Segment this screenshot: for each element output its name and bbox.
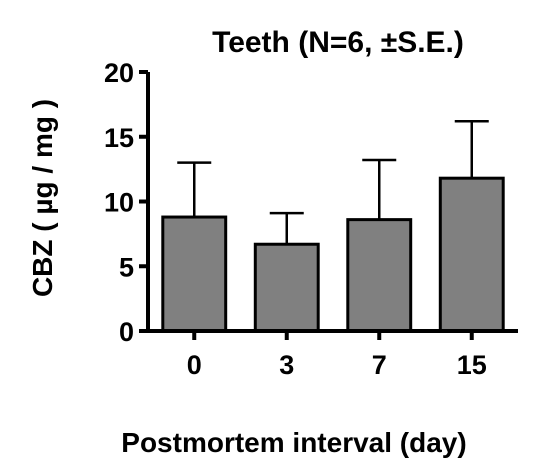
y-tick-label: 10: [104, 188, 134, 218]
bar: [346, 218, 413, 333]
bar: [161, 215, 228, 333]
bar: [438, 176, 505, 333]
x-axis-label: Postmortem interval (day): [121, 427, 466, 458]
y-axis-label: CBZ ( µg / mg ): [27, 99, 58, 297]
x-tick-label: 0: [187, 350, 202, 380]
y-tick-label: 15: [104, 123, 134, 153]
bar: [253, 242, 320, 333]
plot-area: 0 5 10 15 20 0 3 7 15: [104, 58, 505, 380]
y-tick-label: 5: [119, 252, 134, 282]
x-tick-label: 3: [279, 350, 294, 380]
y-tick-label: 20: [104, 58, 134, 88]
y-tick-label: 0: [119, 317, 134, 347]
x-tick-label: 7: [372, 350, 387, 380]
x-tick-label: 15: [457, 350, 487, 380]
chart-title: Teeth (N=6, ±S.E.): [212, 26, 464, 59]
